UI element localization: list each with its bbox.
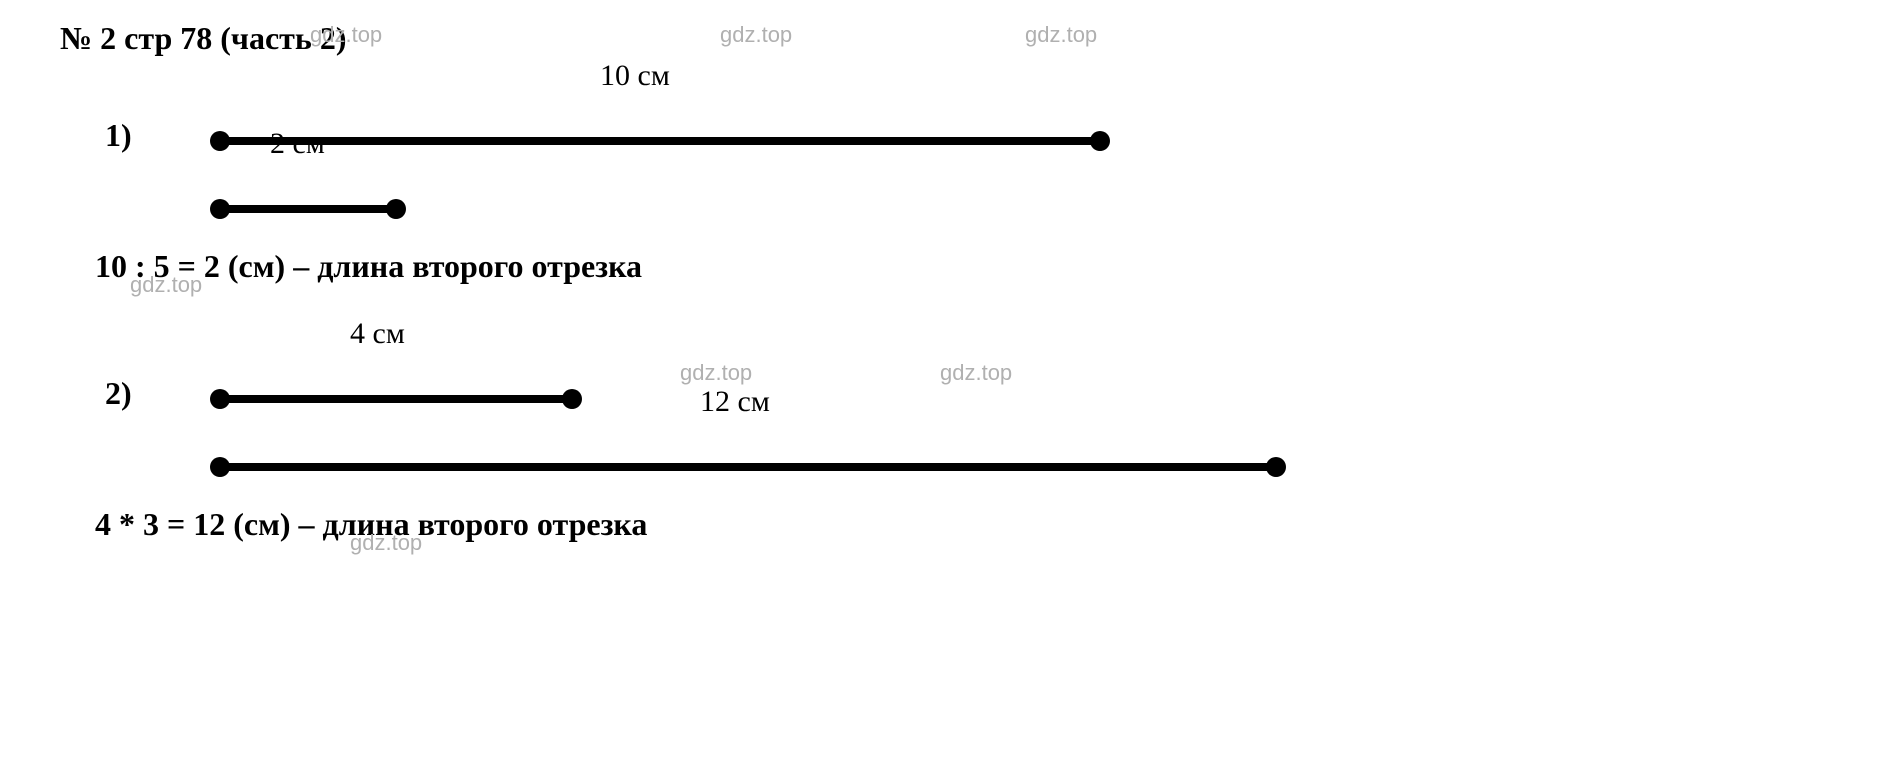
segment-2cm-line — [220, 205, 396, 213]
segment-10cm-label: 10 см — [600, 59, 670, 93]
segment-12cm-line — [220, 463, 1276, 471]
segment-10cm: 10 см — [220, 97, 1832, 150]
watermark-7: gdz.top — [350, 530, 422, 556]
watermark-2: gdz.top — [720, 22, 792, 48]
watermark-1: gdz.top — [310, 22, 382, 48]
problem-2: 2) 4 см 12 см gdz.top 4 * 3 = 12 (см) – … — [60, 355, 1832, 543]
problem-1-number: 1) — [105, 117, 132, 154]
problem-2-segments: 4 см 12 см — [220, 355, 1832, 476]
segment-12cm-label: 12 см — [700, 385, 770, 419]
problem-1-result: 10 : 5 = 2 (см) – длина второго отрезка — [95, 248, 1832, 285]
segment-4cm-label: 4 см — [350, 317, 405, 351]
problem-1: 1) 10 см 2 см gdz.top 10 : 5 = 2 (см) – … — [60, 97, 1832, 285]
segment-2cm: 2 см — [220, 165, 1832, 218]
problem-2-number: 2) — [105, 375, 132, 412]
segment-4cm: 4 см — [220, 355, 1832, 408]
watermark-4: gdz.top — [130, 272, 202, 298]
segment-4cm-line — [220, 395, 572, 403]
segment-12cm: 12 см — [220, 423, 1832, 476]
watermark-3: gdz.top — [1025, 22, 1097, 48]
segment-10cm-line — [220, 137, 1100, 145]
problem-1-segments: 10 см 2 см — [220, 97, 1832, 218]
segment-2cm-label: 2 см — [270, 127, 325, 161]
